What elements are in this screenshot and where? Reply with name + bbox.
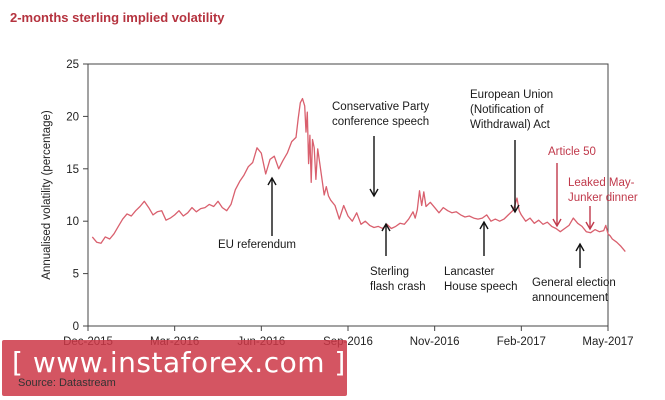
annotation-article-50-act-text: Withdrawal) Act xyxy=(470,119,551,131)
y-axis-label: Annualised volatility (percentage) xyxy=(41,110,53,280)
annotation-conservative-conference-arrowhead xyxy=(369,188,379,198)
annotation-leaked-dinner-text: Junker dinner xyxy=(568,192,638,204)
watermark-text: [ www.instaforex.com ] xyxy=(12,346,346,379)
annotation-article-50-arrowhead xyxy=(552,218,562,228)
annotation-sterling-flash-crash-text: flash crash xyxy=(370,281,426,293)
annotation-article-50-act-text: (Notification of xyxy=(470,104,544,116)
annotation-article-50-act-arrowhead xyxy=(510,204,520,214)
x-tick-label: Nov-2016 xyxy=(410,336,460,348)
y-tick-label: 10 xyxy=(66,216,79,228)
series-line xyxy=(91,97,626,253)
annotation-article-50-act-text: European Union xyxy=(470,89,553,101)
y-tick-label: 5 xyxy=(73,269,79,281)
annotation-lancaster-house-arrowhead xyxy=(479,220,489,230)
annotation-lancaster-house-text: Lancaster xyxy=(444,266,495,278)
annotation-eu-referendum-text: EU referendum xyxy=(218,239,296,251)
annotation-eu-referendum-arrowhead xyxy=(267,176,277,186)
annotation-leaked-dinner-arrowhead xyxy=(585,221,595,231)
y-tick-label: 20 xyxy=(66,111,79,123)
x-tick-label: May-2017 xyxy=(582,336,633,348)
x-tick-label: Feb-2017 xyxy=(497,336,546,348)
annotation-general-election-arrowhead xyxy=(575,242,585,252)
annotation-conservative-conference-text: Conservative Party xyxy=(332,101,429,113)
annotation-general-election-text: announcement xyxy=(532,292,609,304)
annotation-general-election-text: General election xyxy=(532,277,616,289)
y-tick-label: 25 xyxy=(66,59,79,71)
watermark-banner: [ www.instaforex.com ] xyxy=(2,340,347,396)
annotation-leaked-dinner-text: Leaked May- xyxy=(568,177,635,189)
y-tick-label: 0 xyxy=(73,321,79,333)
annotation-sterling-flash-crash-text: Sterling xyxy=(370,266,409,278)
y-tick-label: 15 xyxy=(66,164,79,176)
annotation-sterling-flash-crash-arrowhead xyxy=(381,222,391,232)
annotation-conservative-conference-text: conference speech xyxy=(332,116,429,128)
annotation-lancaster-house-text: House speech xyxy=(444,281,518,293)
source-note: Source: Datastream xyxy=(18,377,116,389)
annotation-article-50-text: Article 50 xyxy=(548,146,596,158)
chart-title: 2-months sterling implied volatility xyxy=(10,10,225,25)
